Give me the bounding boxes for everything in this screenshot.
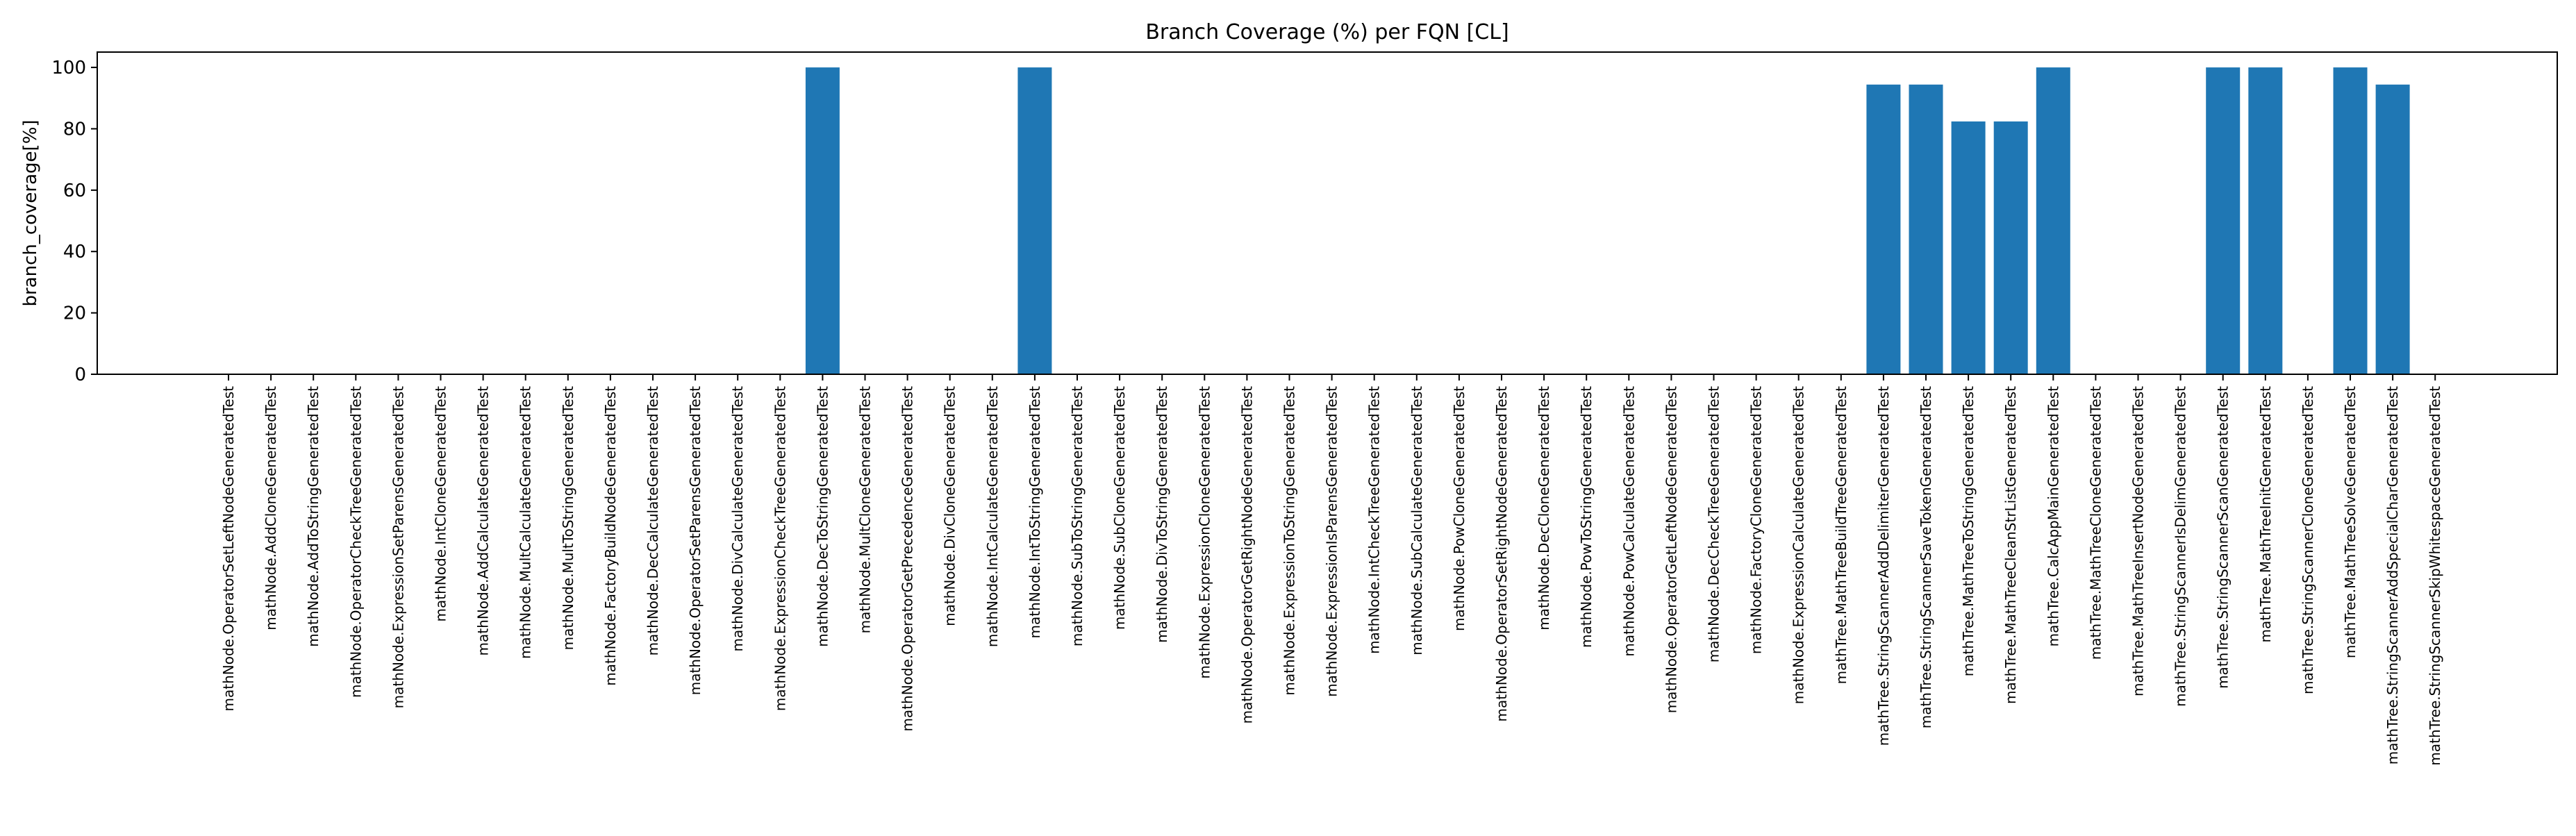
- bar: [2206, 67, 2241, 374]
- x-tick-label: mathNode.DecCalculateGeneratedTest: [645, 386, 661, 656]
- x-tick-label: mathNode.ExpressionToStringGeneratedTest: [1281, 386, 1298, 696]
- bar: [1017, 67, 1052, 374]
- x-tick-label: mathNode.DecCheckTreeGeneratedTest: [1706, 386, 1722, 662]
- x-tick-label: mathNode.OperatorGetLeftNodeGeneratedTes…: [1663, 386, 1679, 713]
- x-tick-label: mathNode.OperatorGetPrecedenceGeneratedT…: [899, 386, 916, 732]
- x-tick-label: mathNode.OperatorSetRightNodeGeneratedTe…: [1493, 386, 1510, 722]
- x-tick-label: mathTree.CalcAppMainGeneratedTest: [2045, 386, 2061, 647]
- bar: [2248, 67, 2283, 374]
- x-tick-label: mathTree.StringScannerSaveTokenGenerated…: [1918, 386, 1934, 728]
- x-tick-label: mathNode.AddCloneGeneratedTest: [263, 386, 279, 630]
- x-tick-label: mathTree.StringScannerAddSpecialCharGene…: [2384, 386, 2401, 764]
- bar: [1951, 121, 1986, 374]
- bar: [1866, 84, 1901, 375]
- y-tick-label: 80: [63, 119, 86, 140]
- bar: [2333, 67, 2368, 374]
- y-ticks-layer: 0 20 40 60 80 100: [51, 58, 97, 385]
- x-tick-label: mathNode.ExpressionIsParensGeneratedTest: [1324, 386, 1340, 697]
- x-tick-label: mathNode.MultToStringGeneratedTest: [560, 386, 576, 651]
- x-tick-label: mathTree.MathTreeToStringGeneratedTest: [1960, 386, 1977, 676]
- x-tick-label: mathTree.StringScannerScanGeneratedTest: [2215, 386, 2232, 689]
- y-tick-label: 40: [63, 242, 86, 262]
- x-tick-label: mathNode.DecCloneGeneratedTest: [1536, 386, 1552, 630]
- x-tick-label: mathTree.MathTreeInitGeneratedTest: [2257, 386, 2274, 643]
- x-tick-label: mathNode.PowCalculateGeneratedTest: [1620, 386, 1637, 657]
- x-tick-label: mathTree.MathTreeInsertNodeGeneratedTest: [2130, 386, 2147, 696]
- x-ticks-layer: mathNode.OperatorSetLeftNodeGeneratedTes…: [220, 374, 2443, 766]
- x-tick-label: mathTree.StringScannerIsDelimGeneratedTe…: [2172, 386, 2189, 707]
- plot-frame: [97, 51, 2558, 375]
- x-tick-label: mathNode.SubCalculateGeneratedTest: [1409, 386, 1425, 655]
- x-tick-label: mathNode.PowCloneGeneratedTest: [1451, 386, 1468, 631]
- x-tick-label: mathNode.IntToStringGeneratedTest: [1027, 386, 1043, 639]
- x-tick-label: mathNode.DivToStringGeneratedTest: [1154, 386, 1170, 643]
- bar: [2036, 67, 2070, 374]
- y-tick-label: 0: [74, 365, 86, 385]
- bar: [805, 67, 840, 374]
- y-tick-label: 100: [51, 58, 86, 78]
- bar: [1909, 84, 1943, 375]
- x-tick-label: mathNode.AddToStringGeneratedTest: [305, 386, 322, 647]
- x-tick-label: mathTree.MathTreeCleanStrListGeneratedTe…: [2002, 386, 2019, 704]
- x-tick-label: mathNode.ExpressionCheckTreeGeneratedTes…: [772, 386, 788, 711]
- x-tick-label: mathNode.IntCheckTreeGeneratedTest: [1366, 386, 1383, 654]
- x-tick-label: mathNode.AddCalculateGeneratedTest: [475, 386, 492, 656]
- x-tick-label: mathNode.IntCalculateGeneratedTest: [984, 386, 1001, 647]
- x-tick-label: mathNode.OperatorCheckTreeGeneratedTest: [347, 386, 364, 698]
- x-tick-label: mathNode.ExpressionCalculateGeneratedTes…: [1790, 386, 1807, 704]
- bar: [2375, 84, 2410, 375]
- x-tick-label: mathNode.DecToStringGeneratedTest: [814, 386, 831, 647]
- y-axis-label: branch_coverage[%]: [20, 119, 41, 306]
- x-tick-label: mathNode.DivCalculateGeneratedTest: [729, 386, 746, 652]
- x-tick-label: mathNode.OperatorSetParensGeneratedTest: [687, 386, 704, 695]
- x-tick-label: mathNode.OperatorSetLeftNodeGeneratedTes…: [220, 386, 237, 712]
- x-tick-label: mathNode.MultCloneGeneratedTest: [857, 386, 874, 634]
- x-tick-label: mathTree.MathTreeSolveGeneratedTest: [2342, 386, 2359, 658]
- bars-layer: [805, 67, 2410, 375]
- x-tick-label: mathNode.SubCloneGeneratedTest: [1111, 386, 1128, 630]
- x-tick-label: mathNode.FactoryCloneGeneratedTest: [1748, 386, 1765, 654]
- x-tick-label: mathNode.ExpressionCloneGeneratedTest: [1196, 386, 1213, 679]
- x-tick-label: mathNode.IntCloneGeneratedTest: [433, 386, 449, 622]
- y-tick-label: 60: [63, 181, 86, 201]
- x-tick-label: mathNode.SubToStringGeneratedTest: [1069, 386, 1086, 646]
- x-tick-label: mathNode.PowToStringGeneratedTest: [1578, 386, 1595, 648]
- x-tick-label: mathTree.StringScannerSkipWhitespaceGene…: [2427, 386, 2443, 766]
- y-tick-label: 20: [63, 303, 86, 324]
- x-tick-label: mathTree.MathTreeCloneGeneratedTest: [2087, 386, 2104, 660]
- x-tick-label: mathTree.MathTreeBuildTreeGeneratedTest: [1833, 386, 1850, 685]
- x-tick-label: mathNode.MultCalculateGeneratedTest: [517, 386, 534, 659]
- x-tick-label: mathNode.DivCloneGeneratedTest: [942, 386, 958, 626]
- bar: [1993, 121, 2028, 374]
- x-tick-label: mathNode.OperatorGetRightNodeGeneratedTe…: [1238, 386, 1255, 724]
- x-tick-label: mathNode.FactoryBuildNodeGeneratedTest: [602, 386, 619, 686]
- chart-title: Branch Coverage (%) per FQN [CL]: [1145, 20, 1509, 44]
- x-tick-label: mathTree.StringScannerAddDelimiterGenera…: [1875, 386, 1892, 746]
- x-tick-label: mathNode.ExpressionSetParensGeneratedTes…: [390, 386, 406, 708]
- x-tick-label: mathTree.StringScannerCloneGeneratedTest: [2300, 386, 2316, 694]
